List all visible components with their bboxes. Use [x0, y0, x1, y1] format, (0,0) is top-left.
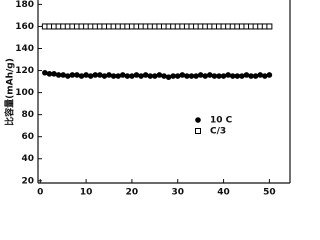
marker: [202, 73, 209, 79]
marker: [147, 73, 154, 79]
marker: [110, 73, 117, 79]
x-tick-label: 0: [37, 188, 43, 198]
marker: [69, 72, 76, 78]
marker: [262, 73, 268, 79]
x-tick-label: 10: [80, 188, 93, 198]
y-tick-label: 40: [21, 154, 34, 164]
marker: [225, 72, 231, 78]
marker: [83, 72, 89, 78]
marker: [165, 74, 172, 80]
x-tick-label: 30: [171, 188, 184, 198]
legend-label: 10 C: [210, 116, 233, 126]
marker: [220, 73, 227, 79]
marker: [266, 72, 273, 78]
marker: [211, 73, 218, 79]
marker: [64, 73, 71, 79]
marker: [60, 72, 66, 78]
marker: [161, 73, 167, 79]
marker: [74, 72, 80, 78]
marker: [179, 72, 186, 78]
marker: [156, 72, 163, 78]
marker: [92, 72, 99, 78]
marker: [266, 23, 273, 30]
y-tick-label: 140: [15, 44, 34, 54]
marker: [188, 73, 195, 79]
marker: [234, 73, 241, 79]
x-tick-label: 50: [263, 188, 276, 198]
marker: [174, 73, 181, 79]
marker: [229, 73, 236, 79]
y-tick-label: 20: [21, 176, 34, 186]
chart: 比容量(mAh/g) 20 40 60 80 100 120 140 160 180 0 10 20 3…: [4, 0, 291, 198]
marker: [170, 73, 176, 79]
marker: [248, 73, 254, 79]
marker: [124, 73, 131, 79]
marker: [97, 72, 103, 78]
marker: [152, 73, 158, 79]
marker: [106, 72, 112, 78]
marker: [239, 73, 245, 79]
y-tick-label: 80: [21, 110, 34, 120]
marker: [193, 73, 199, 79]
marker: [252, 73, 259, 79]
marker: [87, 73, 94, 79]
marker: [115, 73, 121, 79]
y-tick-label: 180: [15, 0, 34, 10]
legend-label: C/3: [210, 127, 226, 137]
y-tick-label: 60: [21, 132, 34, 142]
marker: [119, 72, 126, 78]
marker: [51, 71, 57, 77]
marker: [138, 73, 144, 79]
marker: [184, 73, 190, 79]
marker: [243, 72, 250, 78]
marker: [46, 71, 53, 77]
marker: [133, 72, 140, 78]
y-axis-label: 比容量(mAh/g): [4, 58, 16, 126]
marker: [142, 72, 149, 78]
marker: [55, 72, 62, 78]
marker: [207, 72, 213, 78]
x-tick-label: 20: [126, 188, 139, 198]
marker: [129, 73, 135, 79]
y-tick-label: 100: [15, 88, 34, 98]
marker: [257, 72, 264, 78]
marker: [42, 69, 48, 76]
marker: [78, 73, 85, 79]
y-tick-label: 160: [15, 22, 34, 32]
marker: [101, 73, 108, 79]
marker: [197, 72, 204, 78]
legend-marker: [195, 117, 201, 123]
legend-marker: [195, 128, 201, 134]
x-tick-label: 40: [217, 188, 230, 198]
y-tick-label: 120: [15, 66, 34, 76]
marker: [216, 73, 222, 79]
